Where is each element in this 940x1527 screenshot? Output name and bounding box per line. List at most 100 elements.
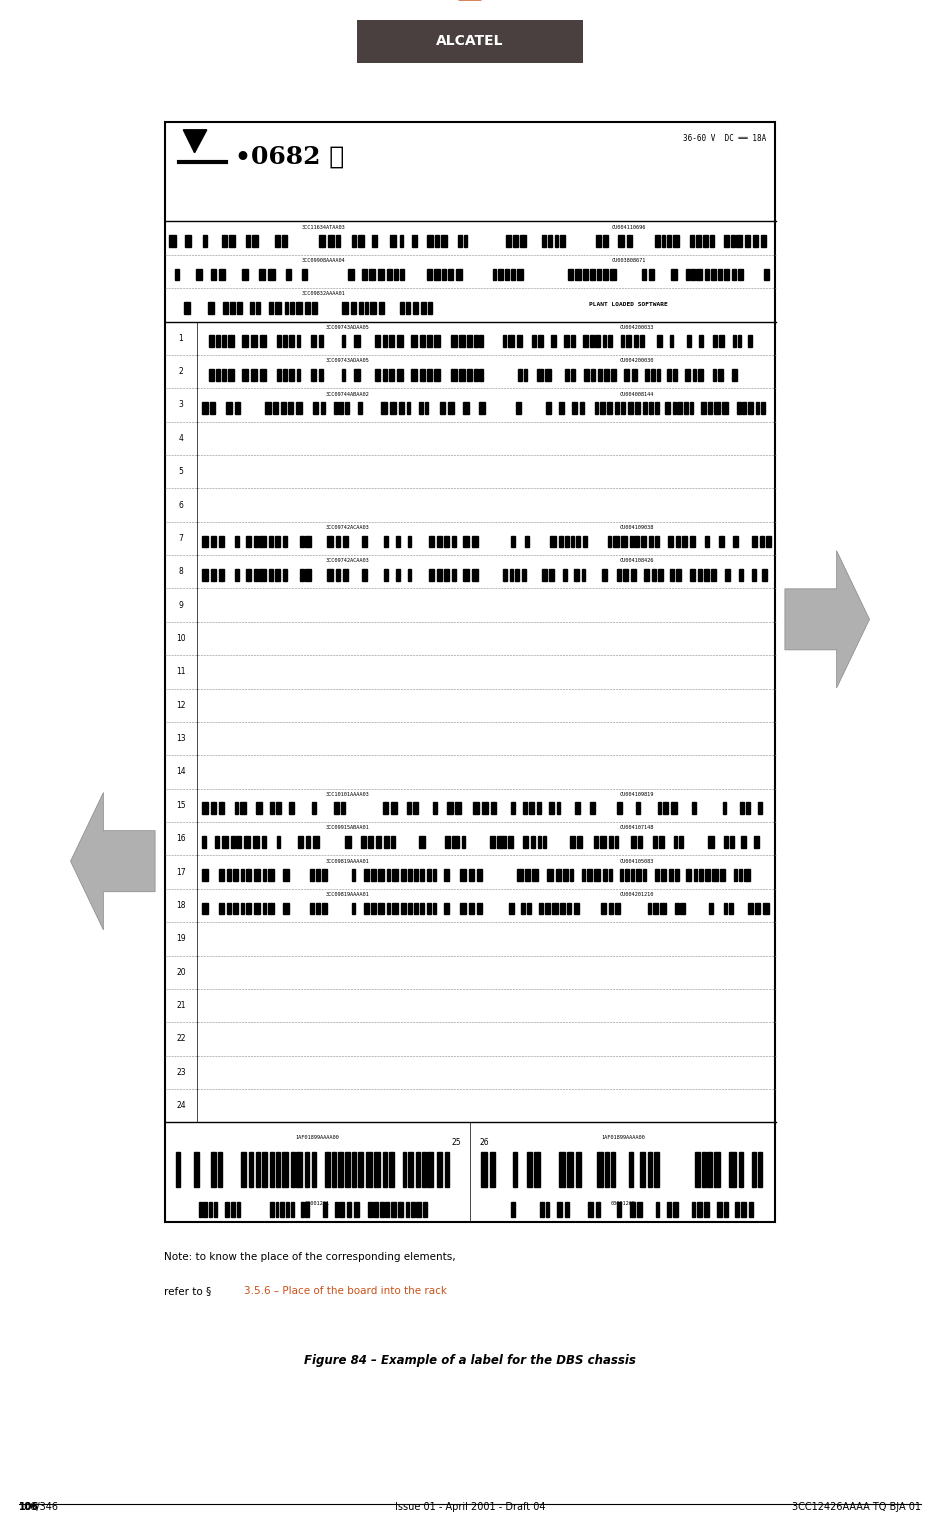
Text: 3: 3 [179,400,183,409]
Text: 3.5.6 – Place of the board into the rack: 3.5.6 – Place of the board into the rack [244,1286,447,1296]
Bar [710,235,714,247]
Bar [296,302,302,315]
Bar [491,803,496,814]
Bar [574,570,579,580]
Bar [371,869,376,881]
Bar [701,402,706,414]
Bar [250,302,254,315]
Bar [682,536,687,547]
Bar [361,835,366,847]
Bar [444,902,449,915]
Bar [358,302,363,315]
Bar [538,368,542,380]
Bar [667,235,671,247]
Bar [738,269,744,281]
Text: 25: 25 [451,1138,461,1147]
Bar [690,536,695,547]
Bar [463,570,469,580]
Bar [228,235,235,247]
Bar [590,803,595,814]
Bar [641,536,646,547]
Bar [389,1151,394,1186]
Bar [341,368,345,380]
Bar [649,536,652,547]
Bar [572,402,577,414]
Bar [752,536,758,547]
Bar [683,402,688,414]
Bar [452,835,459,847]
Bar [419,402,423,414]
Bar [385,1202,389,1217]
Bar [347,1202,352,1217]
Bar [634,536,638,547]
Bar [584,368,588,380]
Bar [420,869,425,881]
Bar [507,235,511,247]
Text: 20: 20 [176,968,186,977]
Bar [525,869,530,881]
Bar [509,835,513,847]
Bar [411,1202,415,1217]
Bar [731,269,736,281]
Bar [724,1202,728,1217]
Text: 3CC11634ATAA03: 3CC11634ATAA03 [302,224,345,229]
Bar [752,570,756,580]
Bar [208,302,213,315]
Bar [353,1202,358,1217]
Bar [524,368,527,380]
Bar [366,1151,371,1186]
Bar [515,570,520,580]
Bar [462,835,465,847]
Bar [362,536,368,547]
Bar [252,235,258,247]
Bar [615,402,619,414]
Bar [542,235,546,247]
Bar [563,869,568,881]
Text: 6: 6 [179,501,183,510]
Bar [748,902,753,915]
Bar [760,536,764,547]
Bar [663,803,668,814]
Bar [230,302,235,315]
Bar [260,336,266,347]
Bar [604,368,609,380]
Bar [763,902,769,915]
Bar [319,336,323,347]
Bar [202,235,208,247]
Bar [379,302,384,315]
Bar [265,402,271,414]
Bar [354,336,361,347]
Bar [478,869,482,881]
Bar [305,1151,309,1186]
Bar [375,368,380,380]
Bar [730,835,733,847]
Bar [673,235,679,247]
Bar [594,835,598,847]
Bar [444,570,449,580]
Bar [739,570,743,580]
Bar [546,1202,549,1217]
Bar [607,402,612,414]
Bar [668,869,673,881]
Bar [621,536,627,547]
Text: CU004201210: CU004201210 [619,892,654,896]
Text: 00001261: 00001261 [305,1202,330,1206]
Bar [521,902,525,915]
Bar [262,902,266,915]
Bar [523,803,527,814]
Bar [748,402,754,414]
Bar [673,1202,678,1217]
Bar [635,869,641,881]
Bar [419,835,425,847]
Bar [510,269,515,281]
Bar [164,122,775,1222]
Text: CU004200030: CU004200030 [619,359,654,363]
Bar [202,536,208,547]
Bar [241,869,244,881]
Bar [209,368,213,380]
Bar [319,368,323,380]
Bar [627,235,632,247]
Bar [603,235,607,247]
Bar [309,902,314,915]
Bar [571,536,574,547]
